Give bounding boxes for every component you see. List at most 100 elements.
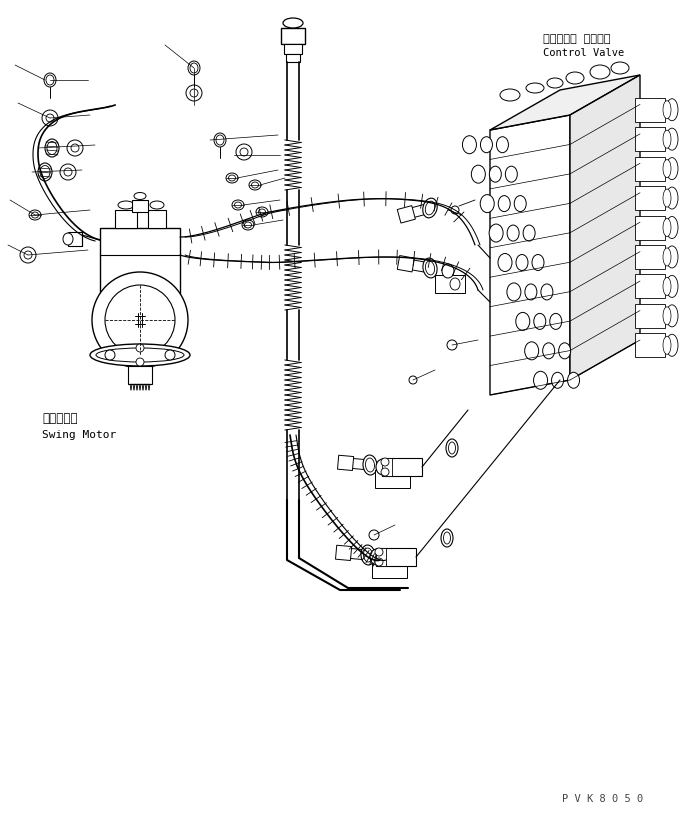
Bar — [286, 54, 300, 62]
Ellipse shape — [38, 163, 52, 181]
Bar — [635, 127, 665, 151]
Ellipse shape — [249, 180, 261, 190]
Ellipse shape — [96, 348, 184, 362]
Ellipse shape — [526, 83, 544, 93]
Ellipse shape — [663, 219, 671, 237]
Ellipse shape — [611, 62, 629, 74]
Ellipse shape — [40, 166, 50, 178]
Circle shape — [381, 458, 389, 466]
Ellipse shape — [666, 334, 678, 356]
Bar — [68, 232, 82, 246]
Ellipse shape — [534, 371, 548, 389]
Circle shape — [375, 548, 383, 556]
Ellipse shape — [663, 130, 671, 148]
Ellipse shape — [525, 342, 539, 360]
Bar — [284, 44, 302, 54]
Circle shape — [105, 350, 115, 360]
Ellipse shape — [226, 173, 238, 183]
Ellipse shape — [663, 337, 671, 354]
Ellipse shape — [663, 159, 671, 177]
Ellipse shape — [550, 314, 562, 329]
Ellipse shape — [514, 196, 526, 211]
Ellipse shape — [90, 344, 190, 366]
Ellipse shape — [214, 133, 226, 147]
Circle shape — [136, 358, 144, 366]
Ellipse shape — [425, 261, 434, 275]
Circle shape — [190, 89, 198, 97]
Bar — [635, 215, 665, 239]
Bar — [376, 548, 386, 566]
Polygon shape — [490, 75, 640, 130]
Ellipse shape — [283, 18, 303, 28]
Ellipse shape — [663, 101, 671, 119]
Ellipse shape — [256, 207, 268, 217]
Circle shape — [105, 285, 175, 355]
Polygon shape — [397, 256, 415, 272]
Ellipse shape — [235, 202, 242, 208]
Circle shape — [409, 376, 417, 384]
Text: Control Valve: Control Valve — [543, 48, 624, 58]
Ellipse shape — [566, 72, 584, 84]
Bar — [100, 228, 180, 293]
Ellipse shape — [232, 200, 244, 210]
Circle shape — [240, 148, 248, 156]
Ellipse shape — [423, 258, 437, 278]
Ellipse shape — [150, 201, 164, 209]
Ellipse shape — [498, 196, 510, 211]
Ellipse shape — [44, 73, 56, 87]
Polygon shape — [411, 203, 433, 218]
Ellipse shape — [551, 372, 564, 389]
Ellipse shape — [450, 278, 460, 290]
Ellipse shape — [663, 307, 671, 325]
Ellipse shape — [559, 343, 571, 359]
Bar — [382, 458, 392, 476]
Ellipse shape — [448, 442, 455, 454]
Ellipse shape — [480, 195, 494, 213]
Text: P V K 8 0 5 0: P V K 8 0 5 0 — [562, 794, 643, 804]
Bar — [435, 275, 465, 293]
Bar — [128, 366, 152, 384]
Ellipse shape — [663, 189, 671, 207]
Circle shape — [369, 530, 379, 540]
Ellipse shape — [567, 372, 580, 389]
Ellipse shape — [422, 198, 437, 218]
Bar — [635, 157, 665, 181]
Circle shape — [46, 114, 54, 122]
Ellipse shape — [666, 216, 678, 238]
Ellipse shape — [663, 248, 671, 266]
Ellipse shape — [442, 264, 454, 278]
Ellipse shape — [590, 65, 610, 79]
Polygon shape — [490, 115, 570, 395]
Ellipse shape — [118, 201, 134, 209]
Bar — [635, 186, 665, 210]
Circle shape — [165, 350, 175, 360]
Ellipse shape — [384, 460, 396, 474]
Text: コントロー ルバルプ: コントロー ルバルプ — [543, 34, 610, 44]
Ellipse shape — [666, 276, 678, 297]
Bar — [635, 275, 665, 299]
Ellipse shape — [188, 61, 200, 75]
Text: 旋回モータ: 旋回モータ — [42, 412, 78, 425]
Ellipse shape — [663, 277, 671, 295]
Ellipse shape — [370, 549, 384, 565]
Ellipse shape — [547, 78, 563, 88]
Circle shape — [381, 468, 389, 476]
Bar — [635, 304, 665, 328]
Ellipse shape — [496, 137, 509, 153]
Polygon shape — [349, 549, 370, 560]
Ellipse shape — [46, 75, 54, 85]
Bar — [376, 548, 416, 566]
Circle shape — [64, 168, 72, 176]
Ellipse shape — [516, 254, 528, 271]
Ellipse shape — [216, 135, 224, 145]
Circle shape — [186, 85, 202, 101]
Ellipse shape — [363, 455, 377, 475]
Ellipse shape — [441, 529, 453, 547]
Circle shape — [60, 164, 76, 180]
Ellipse shape — [462, 136, 477, 153]
Ellipse shape — [251, 182, 258, 188]
Bar — [372, 560, 407, 578]
Ellipse shape — [376, 459, 390, 475]
Ellipse shape — [190, 63, 198, 73]
Ellipse shape — [29, 210, 41, 220]
